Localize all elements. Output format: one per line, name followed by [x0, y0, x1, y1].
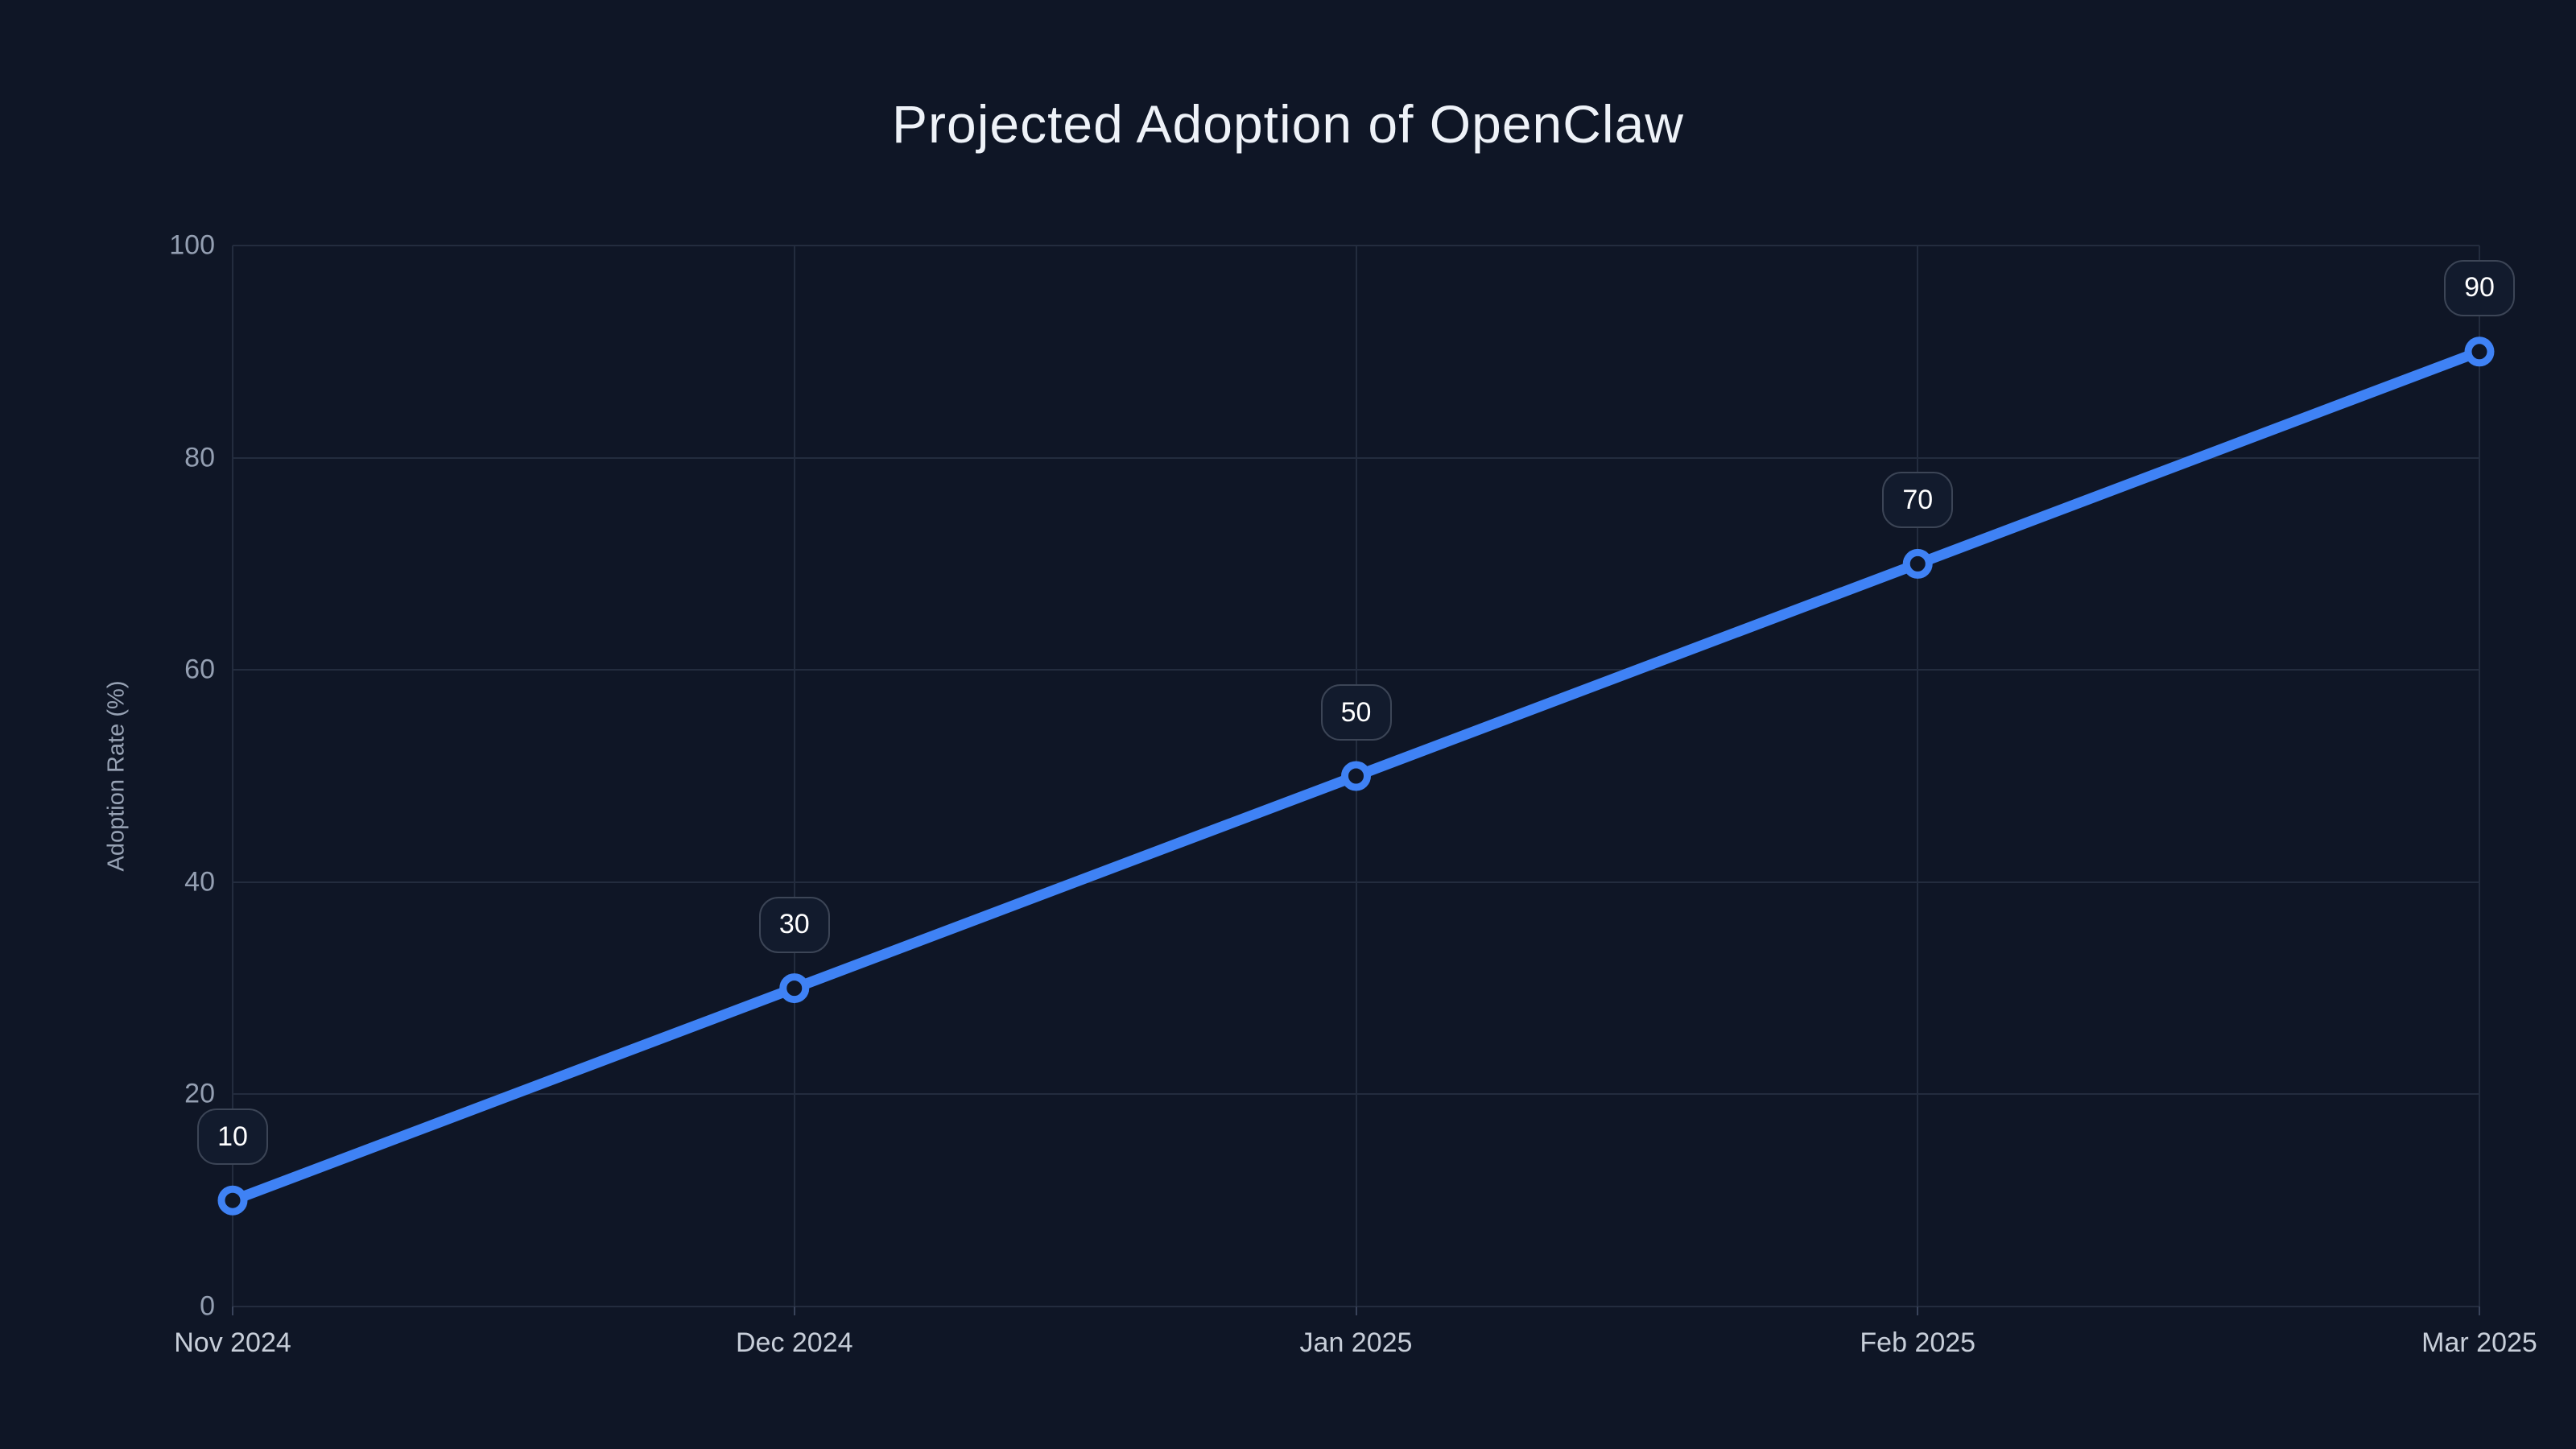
- x-axis-tick-label: Dec 2024: [735, 1327, 853, 1358]
- data-point-marker[interactable]: [779, 973, 810, 1004]
- data-point-marker[interactable]: [1341, 761, 1371, 791]
- data-point-marker[interactable]: [2464, 336, 2495, 367]
- y-axis-line: [232, 246, 233, 1307]
- y-axis-tick-label: 80: [184, 442, 215, 473]
- plot-area: 0 20 40 60 80 100 Nov 2024 Dec 2024 Jan 2025 Feb …: [169, 230, 2537, 1359]
- data-point-label: 10: [197, 1108, 268, 1166]
- x-axis-tick-mark: [232, 1307, 233, 1315]
- x-axis-tick-label: Jan 2025: [1299, 1327, 1413, 1358]
- y-axis-tick-label: 20: [184, 1078, 215, 1109]
- x-axis-tick-mark: [793, 1307, 795, 1315]
- data-point-label: 50: [1320, 684, 1392, 741]
- x-axis-tick-mark: [1917, 1307, 1919, 1315]
- chart-title: Projected Adoption of OpenClaw: [892, 94, 1684, 154]
- x-axis-tick-mark: [2479, 1307, 2480, 1315]
- line-series: [217, 336, 2495, 1216]
- data-point-label: 30: [758, 896, 830, 953]
- x-gridline: [793, 246, 795, 1307]
- y-axis-tick-label: 0: [200, 1290, 215, 1322]
- y-axis-tick-label: 60: [184, 654, 215, 685]
- data-point-marker[interactable]: [217, 1185, 248, 1216]
- y-axis-tick-label: 100: [169, 229, 215, 261]
- x-gridline: [1917, 246, 1919, 1307]
- data-point-marker[interactable]: [1902, 548, 1933, 579]
- y-axis-title: Adoption Rate (%): [103, 680, 130, 872]
- x-axis-tick-label: Nov 2024: [174, 1327, 291, 1358]
- y-axis-tick-label: 40: [184, 866, 215, 898]
- x-gridline: [2479, 246, 2480, 1307]
- data-point-label: 90: [2444, 259, 2515, 316]
- data-point-label: 70: [1882, 472, 1954, 529]
- x-axis-tick-label: Feb 2025: [1860, 1327, 1976, 1358]
- x-axis-tick-label: Mar 2025: [2421, 1327, 2537, 1358]
- x-axis-tick-mark: [1355, 1307, 1357, 1315]
